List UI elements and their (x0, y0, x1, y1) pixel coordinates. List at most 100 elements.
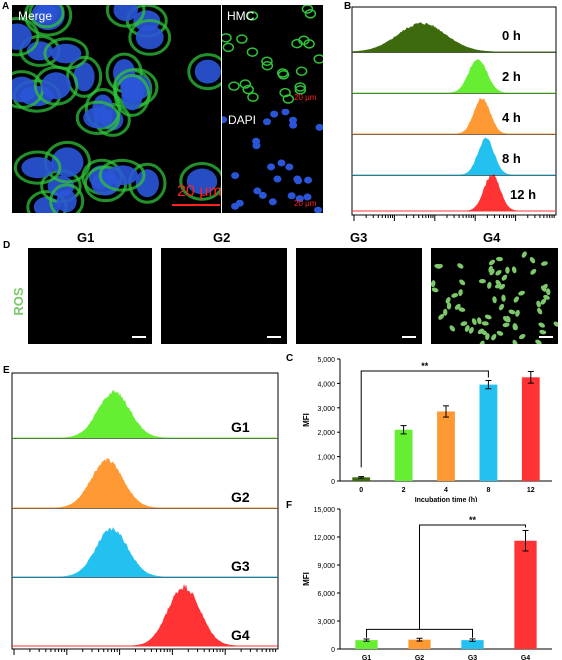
bar-G2 (408, 639, 431, 649)
ros-cell (479, 340, 485, 344)
hmc-cell (242, 84, 254, 95)
dapi-nucleus (304, 176, 313, 184)
hmc-cell (301, 5, 314, 14)
series-label: G2 (231, 489, 250, 505)
ros-cell (488, 265, 493, 273)
cell-cytoplasm (128, 18, 172, 56)
hmc-cell (239, 79, 252, 89)
ros-cell (454, 303, 461, 310)
hmc-cell (294, 85, 307, 95)
dapi-nucleus (253, 187, 262, 195)
ros-cell (438, 313, 445, 320)
ros-cell (540, 285, 547, 292)
dapi-nucleus (289, 116, 298, 124)
hmc-cell (261, 56, 273, 67)
dapi-nucleus (285, 163, 294, 171)
ros-cell (538, 322, 545, 328)
series-label: G4 (231, 627, 250, 643)
ros-row-label: ROS (11, 279, 26, 324)
ros-cell (451, 293, 459, 298)
y-tick-label: 4,000 (317, 381, 335, 388)
merge-cells-drawing (12, 5, 229, 213)
panel-label-f: F (286, 500, 293, 511)
hmc-cell (279, 87, 291, 98)
dapi-nucleus (222, 116, 228, 124)
ros-scale-bar-g1 (132, 336, 146, 338)
cell-nucleus (41, 72, 71, 100)
ros-cell (492, 296, 497, 304)
cell-nucleus (73, 62, 95, 92)
series-label: G3 (231, 558, 250, 574)
cell-nucleus (113, 5, 138, 22)
y-tick-label: 15,000 (314, 507, 336, 514)
ros-cell (445, 296, 451, 304)
ros-cell (446, 302, 452, 310)
cell-nucleus (33, 196, 61, 213)
series-G2 (12, 457, 278, 509)
dapi-label: DAPI (228, 113, 257, 127)
cell-cytoplasm (28, 5, 65, 29)
hmc-cell (236, 34, 248, 44)
x-tick-label: 0 (359, 487, 363, 494)
significance-bracket (419, 524, 526, 630)
y-tick-label: 0 (331, 479, 335, 486)
x-tick-label: 2 (402, 487, 406, 494)
cell-cytoplasm (13, 150, 62, 185)
ros-cell (481, 321, 489, 326)
dapi-nuclei-drawing (222, 109, 323, 213)
cell-nucleus (106, 165, 139, 186)
ros-cell (449, 325, 456, 332)
series-0h (351, 22, 556, 53)
hmc-label: HMC (227, 9, 255, 23)
hmc-cell (247, 92, 259, 102)
y-tick-label: 12,000 (314, 535, 336, 542)
ros-cells-drawing (431, 251, 558, 344)
main-scale-bar (172, 204, 220, 206)
series-label: 12 h (510, 187, 536, 202)
ros-cell (458, 289, 463, 297)
y-tick-label: 0 (331, 647, 335, 654)
y-tick-label: 5,000 (317, 357, 335, 364)
y-tick-label: 3,000 (317, 406, 335, 413)
histogram-b: 0 h 2 h 4 h 8 h 12 h (351, 6, 557, 221)
bar-G4 (514, 540, 537, 649)
ros-cell (545, 288, 551, 296)
ros-cell (536, 300, 541, 308)
ros-cell (485, 333, 490, 341)
hmc-scale-label: 20 μm (294, 93, 317, 102)
histogram-e: G1 G2 G3 G4 (11, 372, 279, 655)
dapi-nucleus (258, 191, 267, 199)
cell-cytoplasm (24, 5, 73, 37)
series-G4 (12, 584, 278, 647)
group-bracket (366, 628, 473, 638)
bar-G3 (461, 640, 484, 649)
dapi-nucleus (294, 177, 303, 185)
x-tick-label: G2 (415, 655, 424, 660)
ros-cell (515, 309, 520, 317)
ros-cell (553, 321, 558, 327)
x-tick-label: 12 (527, 487, 535, 494)
panel-label-d: D (3, 240, 11, 251)
panel-label-e: E (3, 365, 10, 376)
series-label: 0 h (502, 28, 521, 43)
ros-cell (511, 266, 517, 274)
ros-cell (496, 330, 504, 336)
bar-12 (521, 377, 540, 481)
ros-cell (477, 317, 482, 325)
ros-cell (539, 329, 547, 335)
y-tick-label: 3,000 (317, 619, 335, 626)
cell-nucleus (194, 59, 221, 84)
hmc-cell (313, 54, 323, 64)
hmc-cell (261, 60, 274, 71)
y-axis-label: MFI (302, 413, 311, 427)
cell-nucleus (186, 168, 218, 195)
ros-cell (537, 307, 543, 315)
dapi-nucleus (235, 199, 244, 207)
hmc-cell (277, 70, 290, 80)
dapi-scale-label: 20 μm (294, 199, 317, 208)
ros-cell (458, 307, 466, 312)
hmc-cell (295, 66, 308, 76)
hmc-cell (222, 33, 232, 43)
ros-cell (460, 321, 468, 326)
cell-cytoplasm (12, 16, 40, 57)
